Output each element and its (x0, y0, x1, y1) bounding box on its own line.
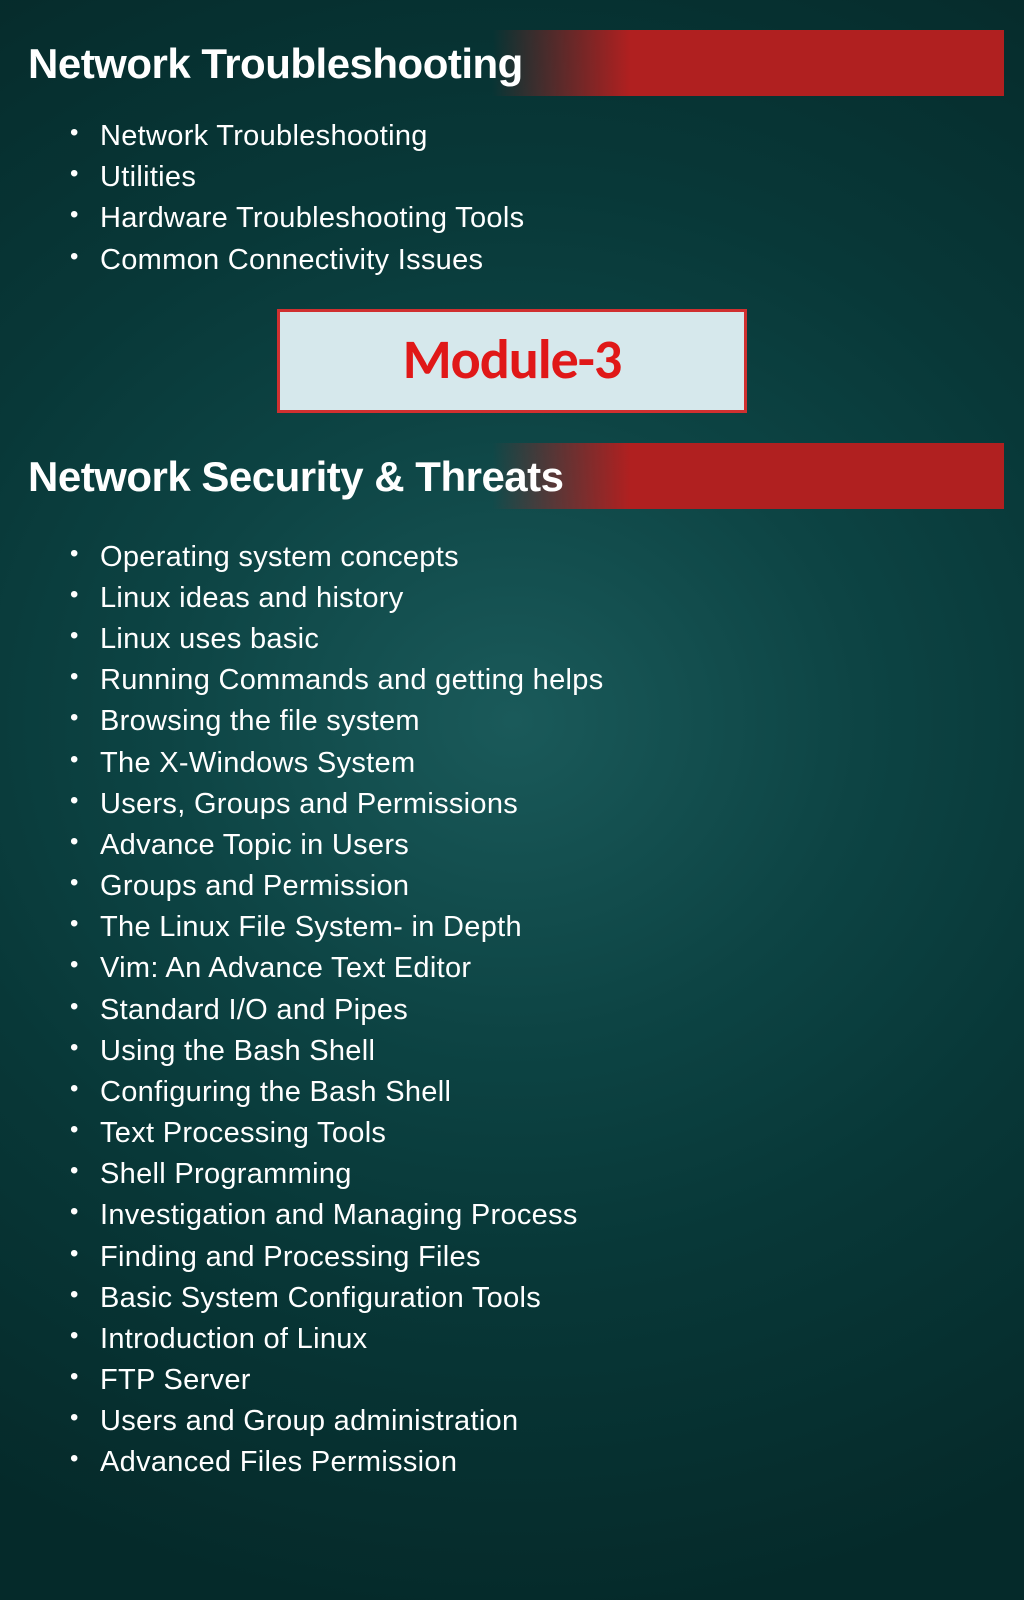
list-item: Finding and Processing Files (70, 1237, 1024, 1278)
list-item: Hardware Troubleshooting Tools (70, 198, 1024, 239)
list-item: Utilities (70, 157, 1024, 198)
list-item: Shell Programming (70, 1154, 1024, 1195)
list-item: The X-Windows System (70, 743, 1024, 784)
list-item: Network Troubleshooting (70, 116, 1024, 157)
section-title: Network Security & Threats (28, 453, 996, 501)
list-item: Vim: An Advance Text Editor (70, 948, 1024, 989)
list-item: Users, Groups and Permissions (70, 784, 1024, 825)
section-header-troubleshooting: Network Troubleshooting (20, 30, 1004, 96)
module-label: Module-3 (403, 326, 622, 394)
list-item: Operating system concepts (70, 537, 1024, 578)
list-item: Running Commands and getting helps (70, 660, 1024, 701)
list-item: Groups and Permission (70, 866, 1024, 907)
list-item: Browsing the file system (70, 701, 1024, 742)
section1-list: Network Troubleshooting Utilities Hardwa… (70, 116, 1024, 281)
list-item: Advance Topic in Users (70, 825, 1024, 866)
list-item: Introduction of Linux (70, 1319, 1024, 1360)
list-item: Users and Group administration (70, 1401, 1024, 1442)
list-item: The Linux File System- in Depth (70, 907, 1024, 948)
list-item: Linux ideas and history (70, 578, 1024, 619)
list-item: Configuring the Bash Shell (70, 1072, 1024, 1113)
list-item: Basic System Configuration Tools (70, 1278, 1024, 1319)
list-item: Common Connectivity Issues (70, 240, 1024, 281)
list-item: Linux uses basic (70, 619, 1024, 660)
section-title: Network Troubleshooting (28, 40, 996, 88)
list-item: Advanced Files Permission (70, 1442, 1024, 1483)
section-header-security: Network Security & Threats (20, 443, 1004, 509)
list-item: Investigation and Managing Process (70, 1195, 1024, 1236)
list-item: Using the Bash Shell (70, 1031, 1024, 1072)
section2-list: Operating system concepts Linux ideas an… (70, 537, 1024, 1484)
list-item: Text Processing Tools (70, 1113, 1024, 1154)
module-badge: Module-3 (277, 309, 747, 413)
list-item: Standard I/O and Pipes (70, 990, 1024, 1031)
list-item: FTP Server (70, 1360, 1024, 1401)
